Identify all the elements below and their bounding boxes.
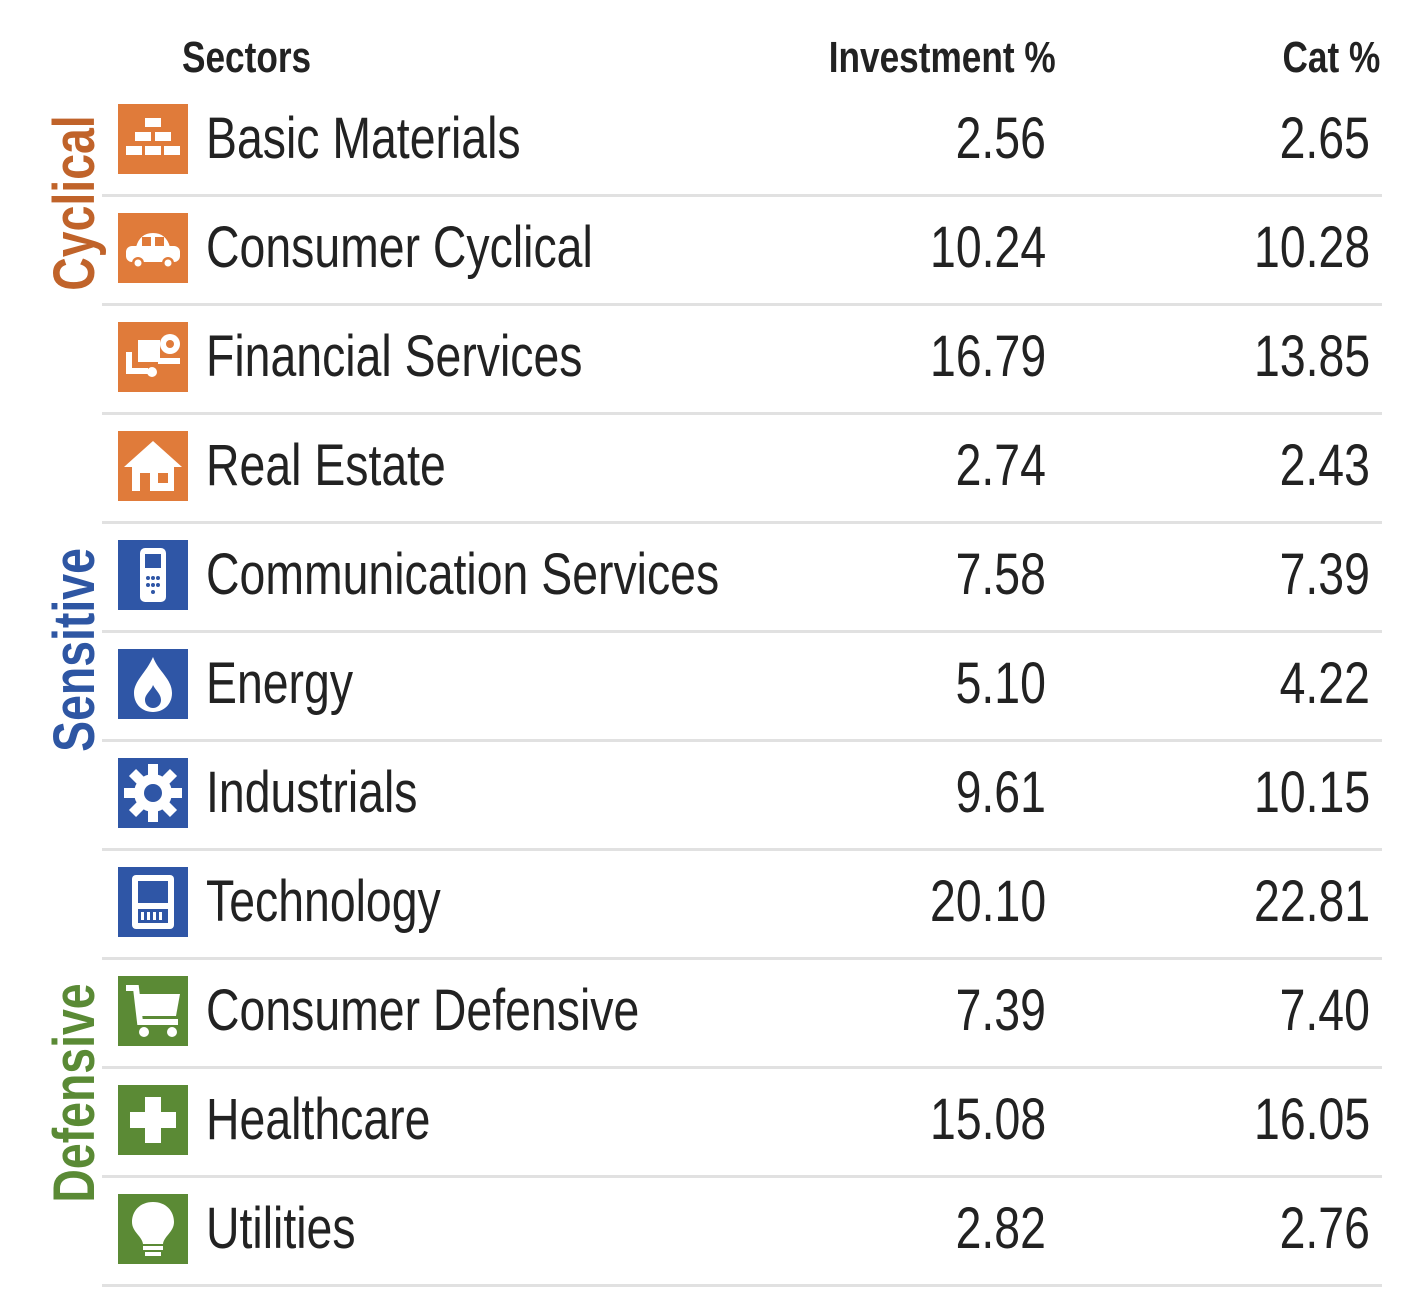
sector-row-financial-services: Financial Services 16.79 13.85 (102, 306, 1382, 415)
group-label-sensitive: Sensitive (42, 548, 107, 752)
sector-row-consumer-defensive: Consumer Defensive 7.39 7.40 (102, 960, 1382, 1069)
sector-name: Utilities (206, 1196, 356, 1261)
sector-name: Financial Services (206, 324, 583, 389)
phone-icon (118, 540, 188, 610)
category-value: 13.85 (1253, 324, 1370, 389)
investment-value: 16.79 (929, 324, 1046, 389)
house-icon (118, 431, 188, 501)
category-value: 2.43 (1279, 433, 1370, 498)
investment-value: 7.39 (955, 978, 1046, 1043)
cart-icon (118, 976, 188, 1046)
gear-icon (118, 758, 188, 828)
investment-value: 2.74 (955, 433, 1046, 498)
sector-row-communication-services: Communication Services 7.58 7.39 (102, 524, 1382, 633)
sector-name: Communication Services (206, 542, 720, 607)
sector-row-consumer-cyclical: Consumer Cyclical 10.24 10.28 (102, 197, 1382, 306)
gold-bars-icon (118, 104, 188, 174)
category-value: 16.05 (1253, 1087, 1370, 1152)
category-value: 4.22 (1279, 651, 1370, 716)
sector-row-technology: Technology 20.10 22.81 (102, 851, 1382, 960)
sector-name: Healthcare (206, 1087, 431, 1152)
sector-name: Technology (206, 869, 441, 934)
sector-name: Industrials (206, 760, 418, 825)
medical-cross-icon (118, 1085, 188, 1155)
investment-value: 7.58 (955, 542, 1046, 607)
investment-value: 20.10 (929, 869, 1046, 934)
category-value: 10.28 (1253, 215, 1370, 280)
category-value: 7.39 (1279, 542, 1370, 607)
investment-value: 15.08 (929, 1087, 1046, 1152)
dolly-icon (118, 322, 188, 392)
sector-row-healthcare: Healthcare 15.08 16.05 (102, 1069, 1382, 1178)
sector-name: Consumer Cyclical (206, 215, 593, 280)
category-value: 7.40 (1279, 978, 1370, 1043)
category-value: 10.15 (1253, 760, 1370, 825)
car-icon (118, 213, 188, 283)
sector-name: Real Estate (206, 433, 446, 498)
investment-value: 10.24 (929, 215, 1046, 280)
sector-name: Basic Materials (206, 106, 521, 171)
header-investment: Investment % (829, 33, 1056, 82)
sector-row-utilities: Utilities 2.82 2.76 (102, 1178, 1382, 1287)
computer-icon (118, 867, 188, 937)
group-label-defensive: Defensive (42, 982, 107, 1203)
category-value: 2.76 (1279, 1196, 1370, 1261)
investment-value: 9.61 (955, 760, 1046, 825)
sector-row-real-estate: Real Estate 2.74 2.43 (102, 415, 1382, 524)
investment-value: 2.82 (955, 1196, 1046, 1261)
header-sectors: Sectors (182, 33, 312, 82)
investment-value: 2.56 (955, 106, 1046, 171)
investment-value: 5.10 (955, 651, 1046, 716)
lightbulb-icon (118, 1194, 188, 1264)
sector-row-basic-materials: Basic Materials 2.56 2.65 (102, 88, 1382, 197)
flame-icon (118, 649, 188, 719)
sector-row-energy: Energy 5.10 4.22 (102, 633, 1382, 742)
header-cat: Cat % (1282, 33, 1380, 82)
category-value: 2.65 (1279, 106, 1370, 171)
sector-name: Energy (206, 651, 354, 716)
sector-row-industrials: Industrials 9.61 10.15 (102, 742, 1382, 851)
category-value: 22.81 (1253, 869, 1370, 934)
sector-name: Consumer Defensive (206, 978, 640, 1043)
group-label-cyclical: Cyclical (42, 115, 107, 291)
